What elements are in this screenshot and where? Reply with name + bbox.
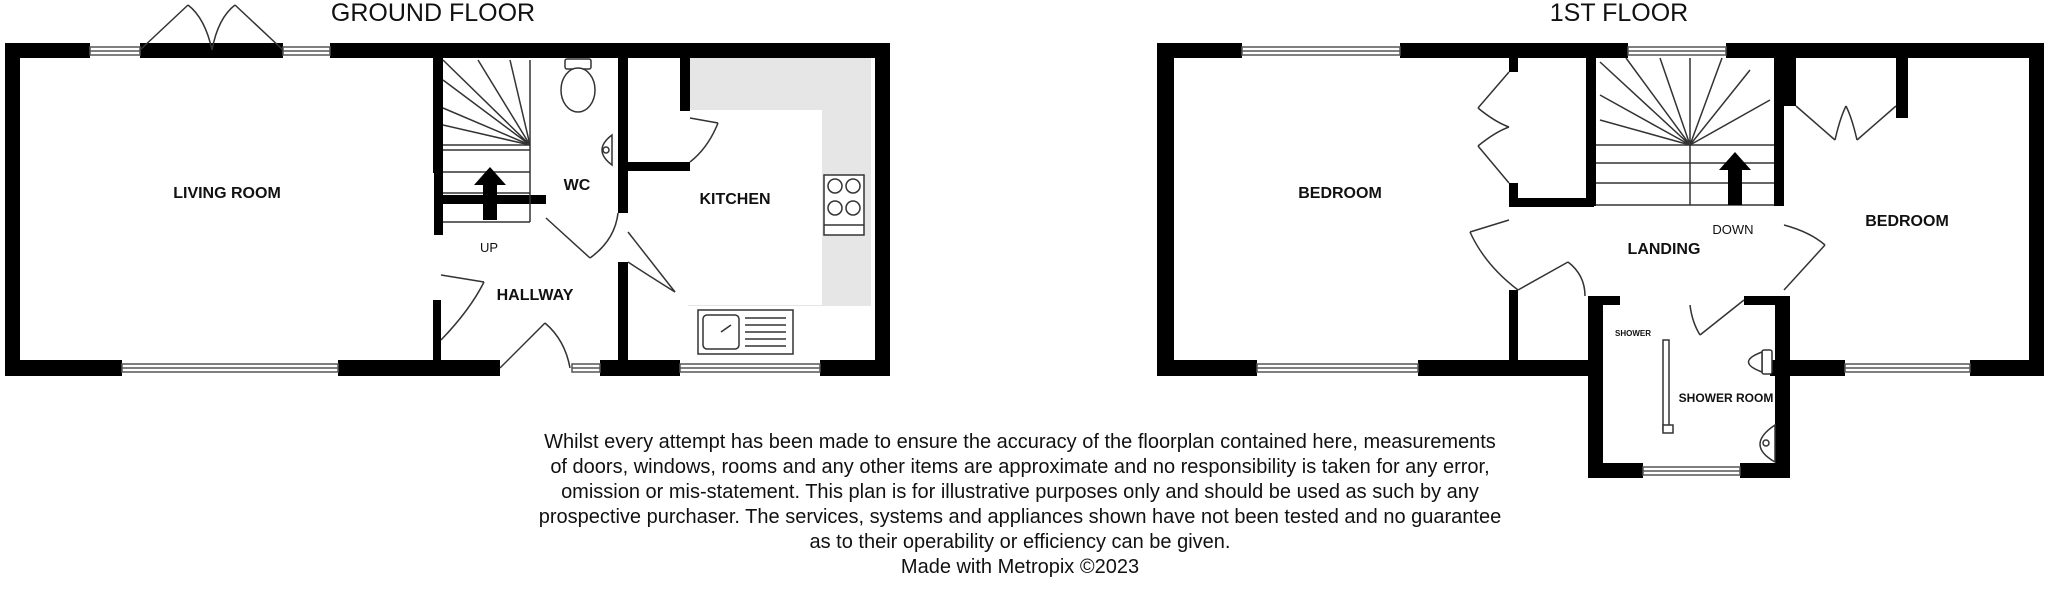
wc-toilet [560,58,596,113]
stairs-down-label: DOWN [1712,222,1753,237]
shower-room-basin [1759,423,1776,464]
door-kitchen-cupboard [689,117,719,163]
kitchen-sink [697,309,794,355]
landing-label: LANDING [1628,241,1701,258]
wardrobe-right-doors [1795,105,1897,141]
window-living-top-left [89,46,141,56]
disclaimer-line: omission or mis-statement. This plan is … [561,481,1479,503]
first-floor-walls [1157,43,2044,478]
window-living-top-right [282,46,331,56]
first-floor-doors [1469,71,1897,336]
wall-right-bedroom-cupboard [1784,58,1796,106]
ground-floor-windows [89,46,821,373]
door-shower-room [1689,299,1745,336]
wc-basin [601,133,613,167]
kitchen-hob [823,174,865,236]
disclaimer-line: as to their operability or efficiency ca… [809,531,1231,553]
stairs-down-arrow [1719,152,1751,205]
first-floor-plan: 1ST FLOOR [1157,0,2044,478]
shower-screen [1662,339,1674,434]
living-room-label: LIVING ROOM [173,185,281,202]
door-bedroom-left [1469,219,1569,291]
window-bedroom-left-top [1241,46,1401,56]
wall-wc-kitchen [618,43,628,213]
hallway-label: HALLWAY [497,287,574,304]
window-bedroom-right-bottom [1844,363,1971,373]
door-kitchen [627,231,676,293]
window-stairs-top [1627,46,1727,56]
wc-label: WC [564,177,591,194]
door-front [499,322,571,369]
door-wc [545,212,619,259]
shower-room-toilet [1747,349,1773,375]
ground-floor-title: GROUND FLOOR [331,0,535,27]
disclaimer-line: prospective purchaser. The services, sys… [538,506,1502,528]
door-bedroom-right [1783,224,1826,291]
first-stairs [1596,57,1774,206]
disclaimer: Whilst every attempt has been made to en… [420,430,1620,580]
door-living-hall [440,274,485,341]
window-kitchen-bottom [679,363,821,373]
first-floor-windows [1241,46,1971,476]
living-room-french-doors [139,4,284,51]
ground-floor-plan: GROUND FLOOR [5,0,890,376]
wardrobe-left-doors [1477,71,1510,184]
shower-label: SHOWER [1615,329,1651,338]
kitchen-label: KITCHEN [699,191,770,208]
metropix-credit: Made with Metropix ©2023 [900,556,1140,578]
disclaimer-line: Whilst every attempt has been made to en… [544,431,1496,453]
first-floor-title: 1ST FLOOR [1550,0,1688,27]
stairs-up-label: UP [480,240,498,255]
bedroom-right-label: BEDROOM [1865,213,1949,230]
ground-stairs [442,59,531,223]
shower-room-label: SHOWER ROOM [1679,391,1774,405]
window-shower-room-bottom [1642,466,1741,476]
window-hall-bottom [571,363,601,373]
stairs-up-arrow [474,167,506,220]
disclaimer-line: of doors, windows, rooms and any other i… [550,456,1490,478]
bedroom-left-label: BEDROOM [1298,185,1382,202]
door-landing-bathroom [1567,261,1586,297]
window-bedroom-left-bottom [1256,363,1419,373]
ground-floor-doors [440,117,719,369]
window-living-bottom [121,363,339,373]
